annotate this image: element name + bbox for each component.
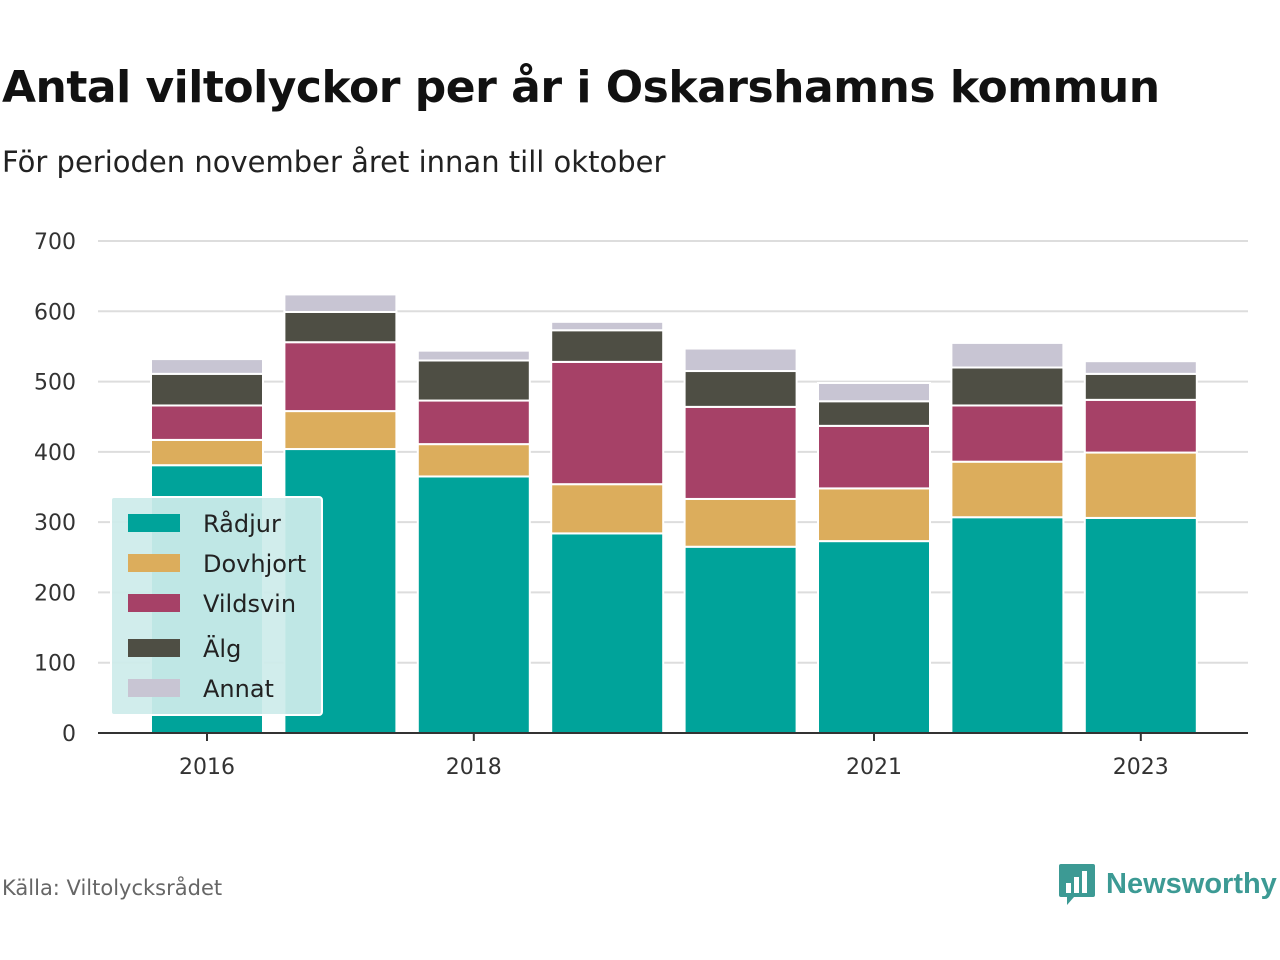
bar-2021-dovhjort — [817, 487, 931, 543]
chart-subtitle: För perioden november året innan till ok… — [2, 145, 666, 179]
y-tick-label: 400 — [34, 441, 76, 466]
bar-2022-rådjur — [950, 516, 1065, 734]
y-axis-ticks: 0 100 200 300 400 500 600 700 — [34, 230, 76, 747]
brand-logo: Newsworthy — [1058, 862, 1277, 906]
y-tick-label: 300 — [34, 511, 76, 536]
legend-swatch-rådjur — [128, 514, 180, 532]
bar-2021-älg — [817, 400, 931, 427]
bar-2016-dovhjort — [150, 438, 264, 467]
bar-2022-annat — [950, 341, 1065, 369]
bar-2019-rådjur — [550, 532, 665, 734]
bar-2018-rådjur — [416, 475, 531, 734]
legend-box — [110, 496, 323, 716]
legend-swatch-dovhjort — [128, 554, 180, 572]
bar-2019-vildsvin — [550, 360, 665, 486]
legend-swatch-annat — [128, 679, 180, 697]
bar-2016-vildsvin — [150, 404, 264, 441]
bar-2023-annat — [1083, 360, 1198, 375]
x-tick-label: 2021 — [846, 755, 902, 780]
bar-chart-speech-bubble-icon — [1059, 864, 1095, 905]
y-tick-label: 100 — [34, 652, 76, 677]
bar-2017-annat — [283, 293, 398, 313]
y-tick-label: 200 — [34, 581, 76, 606]
legend-label: Annat — [203, 675, 274, 703]
legend-label: Dovhjort — [203, 550, 306, 578]
chart-title: Antal viltolyckor per år i Oskarshamns k… — [2, 62, 1160, 113]
source-note: Källa: Viltolycksrådet — [2, 876, 223, 900]
bar-2018-vildsvin — [416, 399, 531, 446]
bar-2020-annat — [683, 347, 798, 373]
bar-2016-älg — [150, 372, 264, 407]
x-tick-label: 2023 — [1113, 755, 1169, 780]
bar-2023-dovhjort — [1083, 451, 1198, 519]
bar-2018-annat — [416, 349, 531, 362]
bar-2018-älg — [416, 359, 531, 402]
x-axis-ticks: 2016 2018 2021 2023 — [179, 733, 1169, 780]
bar-2022-vildsvin — [950, 404, 1065, 463]
bar-2023-vildsvin — [1083, 398, 1198, 454]
bar-2021-rådjur — [817, 540, 931, 734]
bar-2018-dovhjort — [416, 443, 531, 478]
bar-2022-dovhjort — [950, 460, 1065, 519]
bar-2023-älg — [1083, 372, 1198, 401]
bar-2019-dovhjort — [550, 483, 665, 535]
legend: Rådjur Dovhjort Vildsvin Älg Annat — [110, 496, 323, 716]
bar-2016-annat — [150, 358, 264, 375]
bar-2017-dovhjort — [283, 410, 398, 451]
y-tick-label: 0 — [62, 722, 76, 747]
bar-2023-rådjur — [1083, 516, 1198, 734]
legend-label: Älg — [203, 634, 241, 663]
bar-2017-älg — [283, 310, 398, 344]
bar-2017-vildsvin — [283, 341, 398, 413]
y-tick-label: 600 — [34, 300, 76, 325]
y-tick-label: 500 — [34, 371, 76, 396]
y-tick-label: 700 — [34, 230, 76, 255]
x-tick-label: 2018 — [446, 755, 502, 780]
bar-2021-vildsvin — [817, 424, 931, 490]
brand-name: Newsworthy — [1106, 867, 1277, 900]
bar-2020-vildsvin — [683, 405, 798, 500]
bar-2020-dovhjort — [683, 497, 798, 548]
legend-label: Vildsvin — [203, 590, 296, 618]
bar-2020-älg — [683, 370, 798, 408]
legend-label: Rådjur — [203, 509, 281, 538]
bar-2019-älg — [550, 329, 665, 363]
bar-2021-annat — [817, 381, 931, 403]
legend-swatch-vildsvin — [128, 594, 180, 612]
bar-2019-annat — [550, 320, 665, 332]
bar-2022-älg — [950, 366, 1065, 407]
legend-swatch-älg — [128, 639, 180, 657]
x-tick-label: 2016 — [179, 755, 235, 780]
bar-2020-rådjur — [683, 545, 798, 734]
